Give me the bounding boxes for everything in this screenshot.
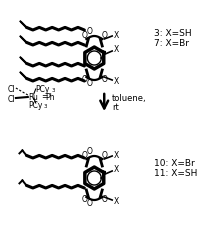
Text: O: O bbox=[101, 196, 107, 204]
Text: O: O bbox=[101, 31, 107, 41]
Text: PCy: PCy bbox=[28, 101, 42, 109]
Text: O: O bbox=[86, 148, 92, 156]
Text: toluene,: toluene, bbox=[112, 94, 147, 104]
Text: 11: X=SH: 11: X=SH bbox=[154, 169, 197, 179]
Text: 10: X=Br: 10: X=Br bbox=[154, 159, 195, 169]
Text: O: O bbox=[86, 79, 92, 89]
Text: 7: X=Br: 7: X=Br bbox=[154, 40, 189, 48]
Text: rt: rt bbox=[112, 103, 119, 111]
Text: 3: X=SH: 3: X=SH bbox=[154, 30, 191, 39]
Text: O: O bbox=[82, 76, 87, 84]
Text: PCy: PCy bbox=[36, 84, 50, 93]
Text: Ph: Ph bbox=[46, 92, 55, 102]
Text: 3: 3 bbox=[52, 88, 55, 92]
Text: X: X bbox=[114, 31, 119, 40]
Text: X: X bbox=[114, 166, 119, 174]
Text: X: X bbox=[114, 46, 119, 55]
Text: O: O bbox=[86, 28, 92, 36]
Text: X: X bbox=[114, 198, 119, 206]
Text: O: O bbox=[86, 200, 92, 209]
Text: =: = bbox=[41, 92, 47, 102]
Text: X: X bbox=[114, 151, 119, 159]
Text: O: O bbox=[101, 152, 107, 160]
Text: X: X bbox=[114, 77, 119, 87]
Text: Ru: Ru bbox=[28, 92, 38, 102]
Text: O: O bbox=[82, 31, 87, 41]
Text: Cl: Cl bbox=[8, 84, 15, 93]
Text: O: O bbox=[82, 196, 87, 204]
Text: O: O bbox=[82, 152, 87, 160]
Text: 3: 3 bbox=[44, 104, 47, 108]
Text: O: O bbox=[101, 76, 107, 84]
Text: Cl: Cl bbox=[8, 95, 15, 105]
